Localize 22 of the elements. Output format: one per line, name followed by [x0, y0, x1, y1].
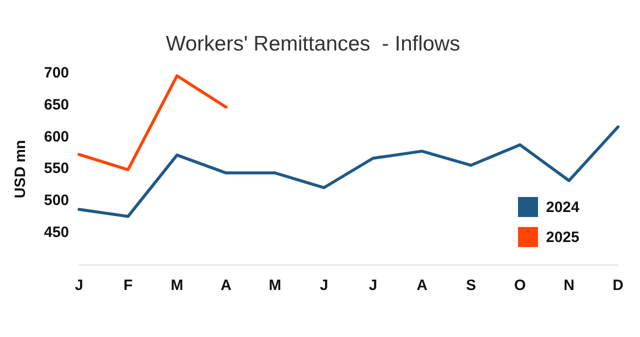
x-tick-label: J [320, 277, 328, 294]
x-tick-label: F [123, 277, 133, 294]
x-tick-label: A [416, 277, 428, 294]
y-tick-label: 550 [44, 160, 70, 178]
y-tick-label: 500 [44, 192, 70, 210]
x-tick-label: A [220, 277, 232, 294]
x-tick-label: J [74, 277, 84, 294]
x-tick-label: J [368, 277, 378, 294]
x-tick-label: S [466, 277, 476, 294]
x-tick-label: O [514, 277, 526, 294]
legend-label: 2025 [546, 229, 580, 246]
chart-title: Workers' Remittances - Inflows [166, 32, 460, 56]
x-tick-label: N [564, 277, 574, 294]
x-tick-label: M [268, 277, 282, 294]
legend-label: 2024 [546, 199, 580, 216]
y-tick-label: 650 [44, 96, 70, 114]
x-tick-label: D [612, 277, 624, 294]
y-tick-label: 700 [44, 64, 70, 82]
y-tick-label: 600 [44, 128, 70, 146]
y-tick-label: 450 [44, 224, 70, 242]
y-axis-title: USD mn [12, 140, 30, 198]
x-tick-label: M [170, 277, 184, 294]
